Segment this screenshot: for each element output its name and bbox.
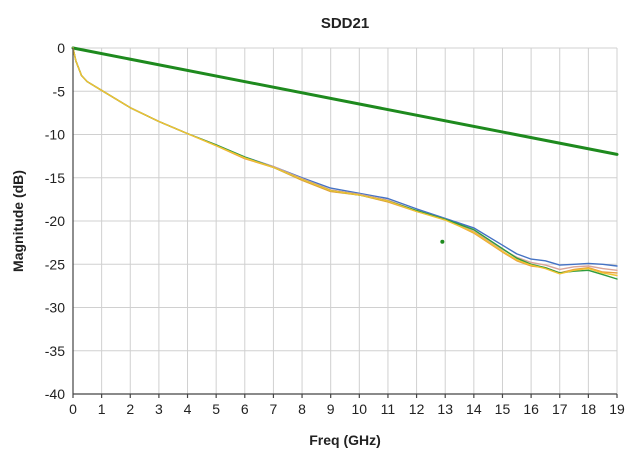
- x-tick-label: 4: [184, 401, 192, 417]
- y-tick-label: -25: [45, 256, 65, 272]
- series-line-2: [72, 47, 618, 267]
- x-tick-label: 9: [327, 401, 335, 417]
- x-tick-label: 5: [212, 401, 220, 417]
- y-tick-label: 0: [57, 40, 65, 56]
- x-tick-label: 10: [352, 401, 368, 417]
- x-tick-label: 12: [409, 401, 425, 417]
- x-tick-label: 8: [298, 401, 306, 417]
- series-line-1: [71, 46, 619, 156]
- x-tick-label: 19: [609, 401, 625, 417]
- x-tick-label: 18: [581, 401, 597, 417]
- series-line-3: [72, 47, 618, 274]
- x-tick-label: 2: [126, 401, 134, 417]
- x-tick-label: 14: [466, 401, 482, 417]
- x-tick-label: 1: [98, 401, 106, 417]
- x-tick-label: 16: [523, 401, 539, 417]
- y-axis-label: Magnitude (dB): [10, 170, 26, 272]
- y-tick-label: -30: [45, 300, 65, 316]
- chart-title: SDD21: [321, 15, 369, 32]
- x-tick-label: 17: [552, 401, 568, 417]
- x-tick-label: 0: [69, 401, 77, 417]
- y-tick-label: -40: [45, 386, 65, 402]
- marker-layer: [440, 239, 445, 244]
- x-tick-label: 15: [495, 401, 511, 417]
- series-layer: [71, 46, 619, 280]
- x-tick-label: 13: [437, 401, 453, 417]
- data-point-marker: [440, 239, 445, 244]
- x-tick-labels: 0 1 2 3 4 5 6 7 8 9 10 11 12 13 14 15 16 17 18 19: [69, 401, 625, 417]
- y-tick-label: -20: [45, 213, 65, 229]
- series-line-4: [72, 47, 618, 271]
- x-tick-label: 11: [381, 401, 396, 417]
- x-tick-label: 7: [270, 401, 278, 417]
- y-tick-label: -15: [45, 170, 65, 186]
- series-line-5: [72, 47, 618, 280]
- x-tick-label: 6: [241, 401, 249, 417]
- y-tick-label: -35: [45, 343, 65, 359]
- y-tick-label: -10: [45, 127, 65, 143]
- y-tick-label: -5: [53, 83, 66, 99]
- series-line-6: [72, 47, 618, 277]
- y-tick-labels: 0 -5 -10 -15 -20 -25 -30 -35 -40: [45, 40, 65, 402]
- axes: [72, 48, 618, 398]
- x-axis-label: Freq (GHz): [309, 432, 381, 448]
- x-tick-label: 3: [155, 401, 163, 417]
